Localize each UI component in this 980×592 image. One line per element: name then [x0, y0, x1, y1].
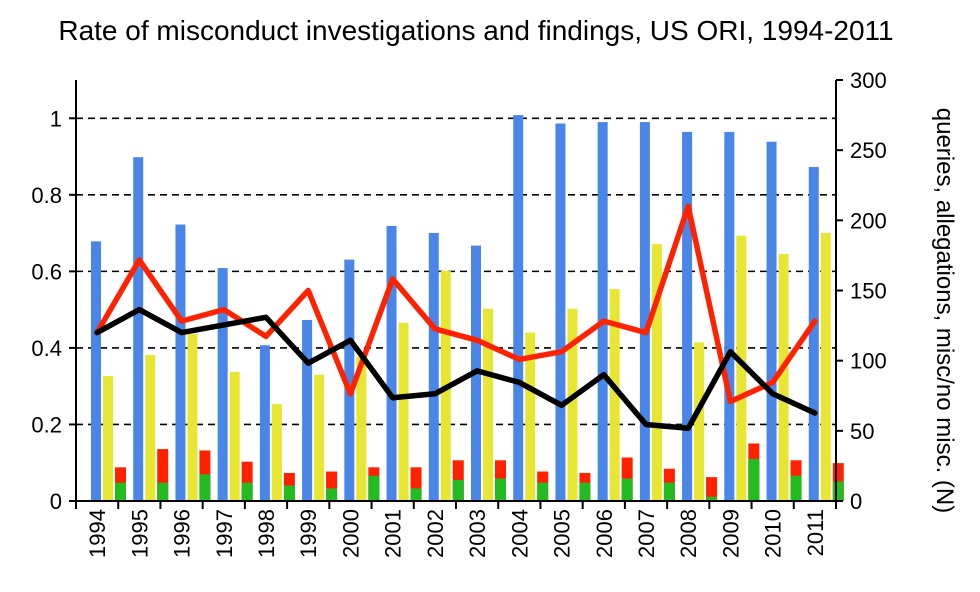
bar-allegations: [525, 332, 536, 501]
bar-layer: [91, 115, 844, 502]
x-tick-label: 2011: [803, 509, 828, 556]
bar-green: [832, 481, 844, 501]
line-series-black: [94, 306, 818, 432]
bar-green: [663, 482, 675, 501]
right-tick-label: 250: [850, 138, 887, 163]
bar-green: [115, 482, 126, 501]
x-tick-label: 1997: [212, 509, 237, 558]
right-tick-label: 200: [850, 208, 887, 233]
x-tick-label: 1995: [127, 509, 152, 558]
bar-green: [326, 488, 338, 501]
bar-queries: [386, 225, 397, 502]
x-tick-label: 2000: [338, 509, 363, 558]
bar-red: [241, 461, 253, 501]
bar-queries: [513, 115, 524, 501]
bar-green: [748, 458, 760, 501]
x-tick-label: 2002: [423, 509, 448, 558]
bar-queries: [344, 259, 355, 501]
x-tick-label: 2004: [507, 509, 532, 558]
bar-queries: [766, 141, 777, 501]
bar-allegations: [736, 235, 747, 501]
bar-green: [283, 485, 295, 501]
x-tick-label: 1999: [296, 509, 321, 558]
bar-red: [706, 477, 718, 501]
bar-allegations: [483, 308, 493, 501]
bar-allegations: [651, 244, 662, 501]
right-axis-label: queries, allegations, misc/no misc. (N): [931, 108, 958, 513]
bar-green: [241, 482, 253, 501]
bar-queries: [724, 131, 735, 501]
x-tick-label: 2008: [676, 509, 701, 558]
bar-green: [199, 474, 211, 501]
x-tick-label: 2005: [550, 509, 575, 558]
left-tick-label: 0.8: [31, 183, 62, 208]
x-tick-label: 2001: [381, 509, 406, 558]
bar-queries: [175, 224, 186, 501]
bar-queries: [682, 131, 693, 501]
bar-green: [157, 482, 169, 501]
x-tick-label: 1998: [254, 509, 279, 558]
x-tick-label: 1996: [170, 509, 195, 558]
axis-layer: 0 0.2 0.4 0.6 0.8 1 0 50 100 150 200 250 300 1994 1995…: [31, 68, 886, 558]
bar-queries: [597, 122, 608, 501]
x-tick-label: 2003: [465, 509, 490, 558]
bar-allegations: [778, 254, 789, 501]
left-tick-label: 0.4: [31, 336, 62, 361]
bar-allegations: [356, 356, 367, 501]
bar-queries: [302, 319, 313, 501]
chart-title: Rate of misconduct investigations and fi…: [58, 15, 893, 46]
right-tick-label: 150: [850, 279, 887, 304]
bar-green: [452, 479, 464, 501]
bar-green: [537, 482, 549, 501]
bar-allegations: [314, 374, 325, 501]
bar-red: [410, 467, 422, 501]
right-tick-label: 0: [850, 489, 862, 514]
x-tick-label: 2006: [592, 509, 617, 558]
bar-green: [621, 478, 633, 501]
bar-allegations: [271, 404, 282, 501]
bar-queries: [91, 241, 101, 501]
bar-allegations: [145, 355, 156, 501]
x-tick-label: 1994: [85, 509, 110, 558]
line-layer: [94, 203, 818, 432]
bar-queries: [133, 157, 144, 501]
bar-allegations: [567, 308, 578, 501]
right-tick-label: 100: [850, 349, 887, 374]
bar-queries: [428, 232, 439, 502]
left-tick-label: 1: [50, 106, 62, 131]
bar-red: [326, 471, 338, 501]
bar-allegations: [229, 371, 240, 501]
bar-green: [368, 475, 380, 501]
left-tick-label: 0.2: [31, 412, 62, 437]
bar-allegations: [694, 342, 705, 501]
bar-allegations: [103, 376, 113, 501]
x-tick-label: 2007: [634, 509, 659, 558]
bar-red: [157, 449, 169, 501]
bar-allegations: [609, 289, 620, 501]
bar-allegations: [820, 232, 831, 502]
bar-allegations: [187, 334, 198, 501]
bar-allegations: [398, 322, 409, 501]
right-tick-label: 50: [850, 419, 874, 444]
grid-layer: [76, 117, 836, 426]
right-tick-label: 300: [850, 68, 887, 93]
x-tick-label: 2009: [718, 509, 743, 558]
bar-green: [410, 488, 422, 501]
bar-queries: [259, 345, 270, 501]
left-tick-label: 0: [50, 489, 62, 514]
bar-green: [579, 482, 591, 501]
bar-queries: [808, 167, 819, 502]
bar-green: [495, 478, 506, 501]
bar-queries: [555, 123, 566, 502]
bar-green: [706, 496, 718, 501]
bar-queries: [217, 268, 228, 501]
x-tick-label: 2010: [761, 509, 786, 558]
left-tick-label: 0.6: [31, 259, 62, 284]
bar-green: [790, 475, 802, 501]
bar-queries: [639, 122, 650, 501]
line-series-red: [94, 203, 818, 405]
